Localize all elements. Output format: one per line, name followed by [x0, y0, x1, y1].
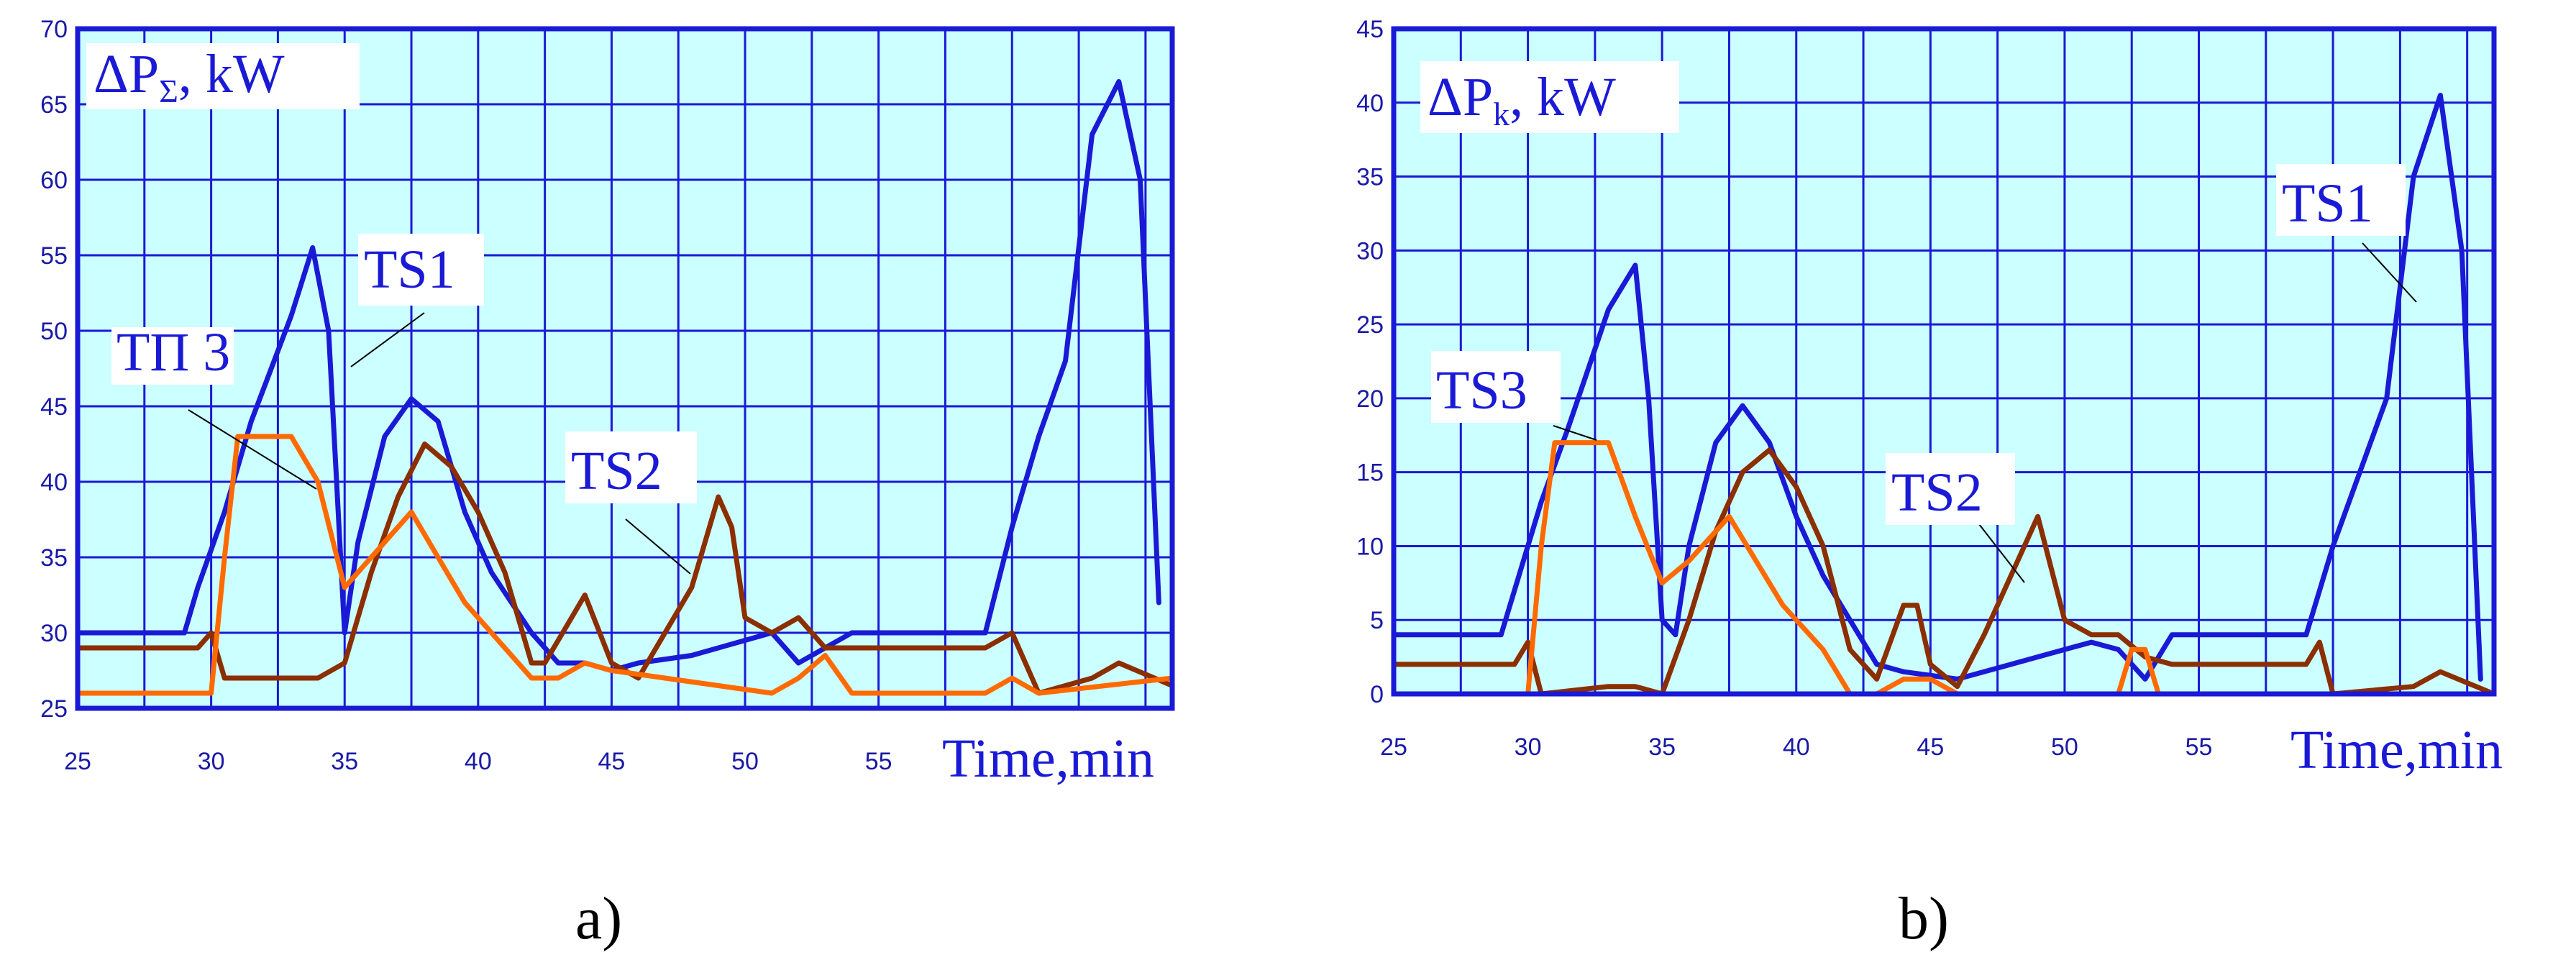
ticks-b: 0 5 10 15 20 25 30 35 40 45 25 30 35 40 45 50 55 — [1356, 16, 2212, 761]
annotation-ts1-b: TS1 — [2276, 164, 2417, 303]
y-tick-label: 55 — [40, 242, 68, 270]
grid-a — [78, 29, 1172, 708]
x-tick-label: 40 — [465, 748, 492, 775]
series-group-a — [75, 79, 1175, 696]
x-tick-label: 45 — [598, 748, 626, 775]
chart-panel-b: 0 5 10 15 20 25 30 35 40 45 25 30 35 40 45 50 55 ΔPk, kW… — [1356, 16, 2503, 952]
y-tick-label: 45 — [40, 393, 68, 421]
y-tick-label: 10 — [1356, 533, 1384, 560]
y-tick-label: 30 — [40, 620, 68, 647]
annotation-tp3-a-text: ТП 3 — [117, 322, 230, 383]
y-tick-label: 25 — [40, 695, 68, 723]
series-line-тп-3 — [75, 434, 1175, 696]
y-tick-label: 35 — [40, 544, 68, 572]
ylabel-main-b: ΔP — [1428, 67, 1493, 127]
annotation-ts2-a: TS2 — [565, 431, 697, 575]
annotation-ts2-a-text: TS2 — [571, 441, 662, 501]
plot-frame-b — [1391, 26, 2497, 697]
y-axis-label-a: ΔPΣ, kW — [86, 43, 360, 109]
series-line-ts2 — [75, 442, 1175, 696]
annotation-ts3-b-text: TS3 — [1436, 360, 1527, 421]
ylabel-main-a: ΔP — [93, 44, 159, 104]
y-tick-label: 45 — [1356, 16, 1384, 43]
y-tick-label: 20 — [1356, 385, 1384, 413]
caption-b: b) — [1899, 885, 1949, 952]
series-line-ts1 — [1391, 93, 2483, 682]
x-tick-label: 35 — [1648, 733, 1676, 761]
series-line-ts1 — [75, 79, 1161, 673]
ylabel-unit-a: , kW — [178, 44, 285, 104]
x-tick-label: 40 — [1783, 733, 1810, 761]
x-tick-label: 35 — [331, 748, 358, 775]
annotation-ts1-a-text: TS1 — [364, 239, 455, 300]
y-tick-label: 50 — [40, 318, 68, 345]
x-tick-label: 30 — [198, 748, 225, 775]
annotation-ts2-b: TS2 — [1886, 453, 2025, 583]
series-line-ts3 — [1391, 440, 2497, 697]
chart-panel-a: 25 30 35 40 45 50 55 60 65 70 25 30 35 40 45 50 55 ΔPΣ, … — [40, 16, 1175, 952]
series-group-b — [1391, 93, 2497, 697]
annotation-ts1-a: TS1 — [350, 234, 484, 367]
y-tick-label: 40 — [40, 469, 68, 496]
annotation-ts3-b: TS3 — [1431, 351, 1597, 441]
annotation-ts2-b-text: TS2 — [1891, 462, 1983, 523]
y-tick-label: 0 — [1370, 681, 1384, 708]
x-tick-label: 25 — [1380, 733, 1407, 761]
x-tick-label: 50 — [2051, 733, 2078, 761]
svg-text:ΔPΣ, kW: ΔPΣ, kW — [93, 44, 285, 109]
series-line-ts2 — [1391, 447, 2497, 697]
y-tick-label: 70 — [40, 16, 68, 43]
x-tick-label: 25 — [64, 748, 91, 775]
x-axis-label-a: Time,min — [942, 728, 1154, 789]
y-tick-label: 35 — [1356, 164, 1384, 191]
y-tick-label: 30 — [1356, 237, 1384, 265]
y-tick-label: 60 — [40, 167, 68, 194]
x-tick-label: 45 — [1917, 733, 1944, 761]
x-tick-label: 50 — [731, 748, 759, 775]
y-tick-label: 65 — [40, 91, 68, 119]
ylabel-sub-b: k — [1493, 96, 1509, 132]
y-tick-label: 15 — [1356, 459, 1384, 487]
x-tick-label: 55 — [865, 748, 892, 775]
x-axis-label-b: Time,min — [2290, 720, 2503, 780]
y-axis-label-b: ΔPk, kW — [1420, 61, 1679, 133]
ticks-a: 25 30 35 40 45 50 55 60 65 70 25 30 35 40 45 50 55 — [40, 16, 892, 775]
plot-area-a — [78, 29, 1172, 708]
annotation-ts1-b-text: TS1 — [2282, 173, 2373, 234]
ylabel-sub-a: Σ — [159, 73, 178, 109]
plot-frame-a — [75, 26, 1175, 711]
caption-a: a) — [575, 885, 622, 952]
svg-text:ΔPk, kW: ΔPk, kW — [1428, 67, 1616, 132]
y-tick-label: 5 — [1370, 607, 1384, 634]
x-tick-label: 30 — [1515, 733, 1542, 761]
plot-area-b — [1394, 29, 2494, 694]
y-tick-label: 25 — [1356, 311, 1384, 339]
y-tick-label: 40 — [1356, 90, 1384, 117]
x-tick-label: 55 — [2186, 733, 2213, 761]
annotation-tp3-a: ТП 3 — [111, 322, 317, 490]
ylabel-unit-b: , kW — [1509, 67, 1616, 127]
